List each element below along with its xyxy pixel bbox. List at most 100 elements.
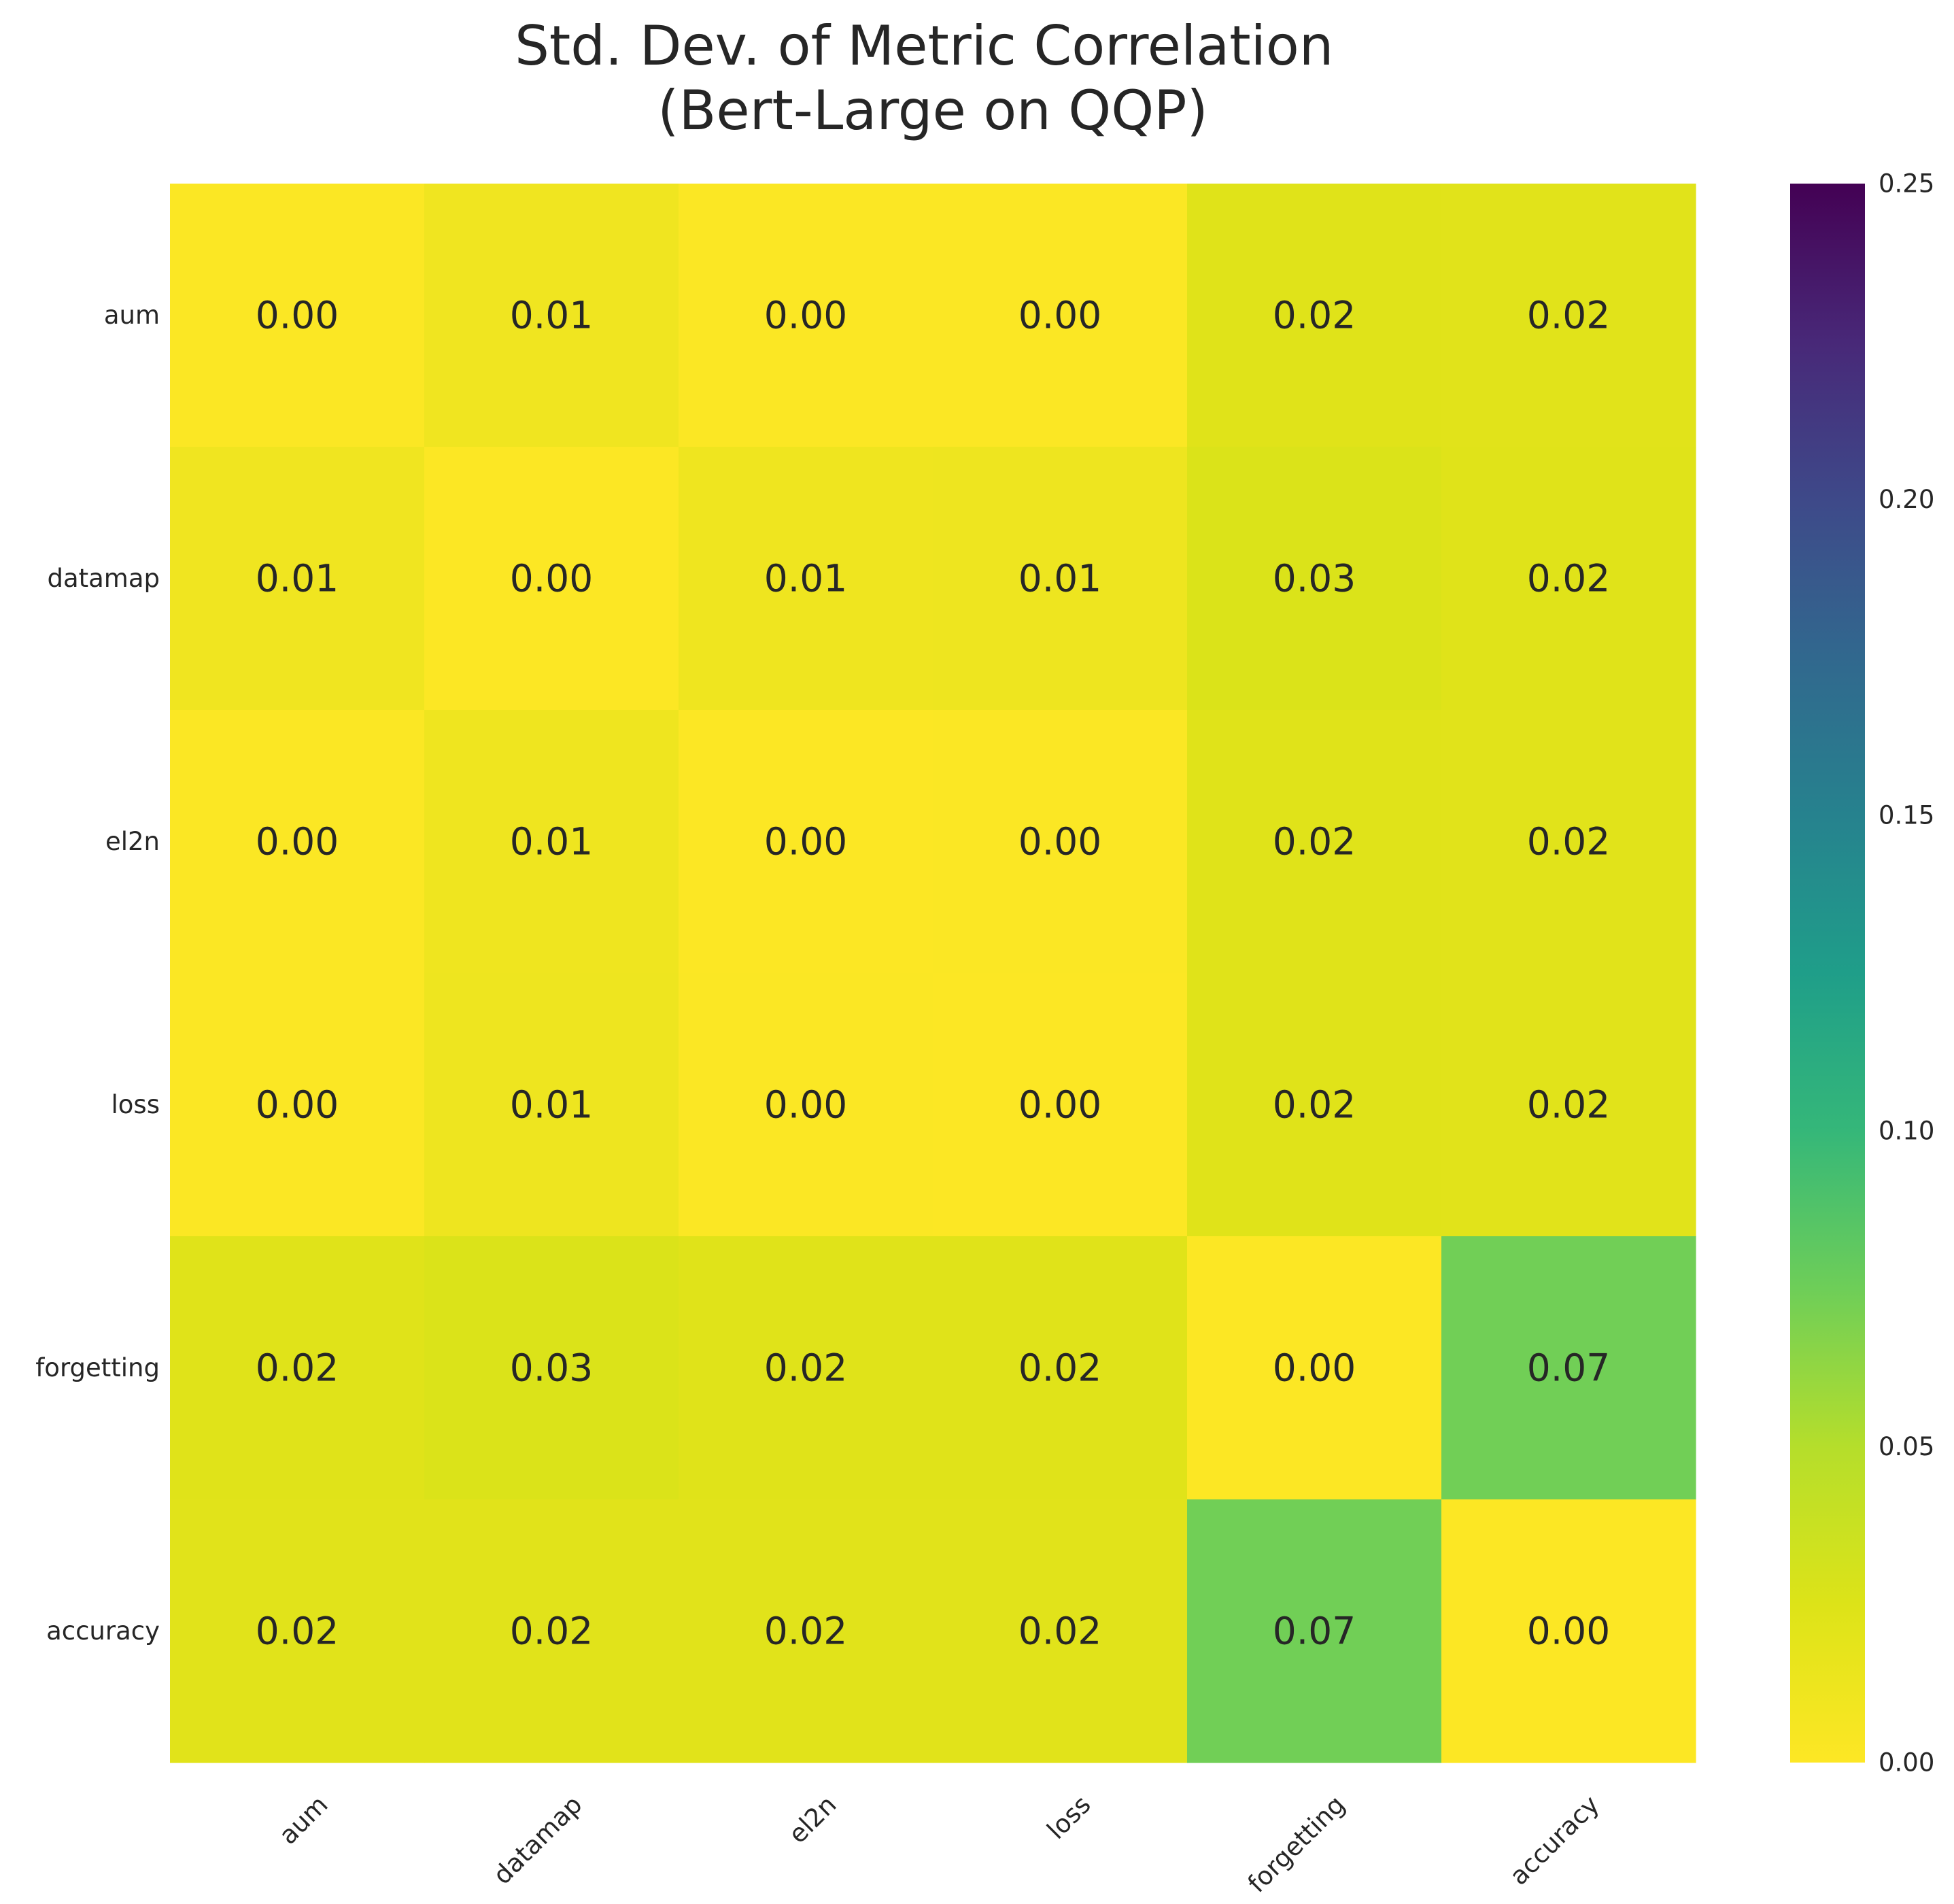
y-axis-tick-labels: aum datamap el2n loss forgetting accuracy	[35, 301, 160, 1646]
heatmap-cell-accuracy-aum	[170, 1499, 425, 1763]
heatmap-annotation-el2n-accuracy: 0.02	[1527, 820, 1610, 864]
heatmap-cell-forgetting-aum	[170, 1236, 425, 1500]
heatmap-cell-accuracy-el2n	[679, 1499, 933, 1763]
x-axis-tick-labels: aum datamap el2n loss forgetting accuracy	[273, 1790, 1605, 1899]
heatmap-annotation-forgetting-loss: 0.02	[1018, 1346, 1101, 1390]
y-tick-label-forgetting: forgetting	[35, 1353, 160, 1382]
heatmap-annotation-aum-aum: 0.00	[256, 294, 339, 337]
heatmap-cell-el2n-el2n	[679, 710, 933, 974]
heatmap-cell-accuracy-accuracy	[1441, 1499, 1696, 1763]
heatmap-annotation-aum-forgetting: 0.02	[1273, 294, 1356, 337]
heatmap-annotations: 0.00 0.01 0.00 0.00 0.02 0.02 0.01 0.00 0.01 0.01…	[256, 294, 1610, 1653]
heatmap-cell-el2n-accuracy	[1441, 710, 1696, 974]
chart-title: Std. Dev. of Metric Correlation (Bert-La…	[515, 14, 1351, 142]
x-tick-label-el2n: el2n	[783, 1790, 842, 1849]
heatmap-cell-aum-forgetting	[1187, 184, 1442, 447]
heatmap-annotation-forgetting-accuracy: 0.07	[1527, 1346, 1610, 1390]
heatmap-cell-forgetting-loss	[933, 1236, 1188, 1500]
heatmap-annotation-loss-accuracy: 0.02	[1527, 1083, 1610, 1127]
heatmap-cell-loss-el2n	[679, 973, 933, 1237]
heatmap-annotation-accuracy-datamap: 0.02	[510, 1610, 593, 1653]
heatmap-cell-el2n-loss	[933, 710, 1188, 974]
heatmap-cell-aum-loss	[933, 184, 1188, 447]
heatmap-annotation-accuracy-loss: 0.02	[1018, 1610, 1101, 1653]
x-tick-label-accuracy: accuracy	[1504, 1790, 1605, 1890]
heatmap-annotation-aum-el2n: 0.00	[764, 294, 847, 337]
heatmap-cell-datamap-datamap	[424, 447, 679, 711]
heatmap-annotation-el2n-loss: 0.00	[1018, 820, 1101, 864]
heatmap-annotation-datamap-loss: 0.01	[1018, 557, 1101, 600]
heatmap-cell-loss-forgetting	[1187, 973, 1442, 1237]
heatmap-cell-aum-el2n	[679, 184, 933, 447]
heatmap-cell-forgetting-el2n	[679, 1236, 933, 1500]
heatmap-annotation-datamap-accuracy: 0.02	[1527, 557, 1610, 600]
heatmap-annotation-loss-forgetting: 0.02	[1273, 1083, 1356, 1127]
heatmap-annotation-accuracy-accuracy: 0.00	[1527, 1610, 1610, 1653]
colorbar-tick-label-3: 0.15	[1879, 800, 1934, 830]
heatmap-annotation-accuracy-el2n: 0.02	[764, 1610, 847, 1653]
heatmap-annotation-el2n-datamap: 0.01	[510, 820, 593, 864]
heatmap-cell-accuracy-datamap	[424, 1499, 679, 1763]
heatmap-annotation-datamap-forgetting: 0.03	[1273, 557, 1356, 600]
heatmap-cell-loss-aum	[170, 973, 425, 1237]
heatmap-cell-datamap-aum	[170, 447, 425, 711]
heatmap-annotation-accuracy-forgetting: 0.07	[1273, 1610, 1356, 1653]
heatmap-cell-loss-loss	[933, 973, 1188, 1237]
heatmap-annotation-forgetting-datamap: 0.03	[510, 1346, 593, 1390]
x-tick-label-aum: aum	[273, 1790, 334, 1850]
x-tick-label-loss: loss	[1042, 1790, 1097, 1845]
y-tick-label-datamap: datamap	[47, 564, 160, 593]
heatmap-annotation-el2n-aum: 0.00	[256, 820, 339, 864]
heatmap-annotation-accuracy-aum: 0.02	[256, 1610, 339, 1653]
heatmap-cell-accuracy-forgetting	[1187, 1499, 1442, 1763]
heatmap-annotation-loss-aum: 0.00	[256, 1083, 339, 1127]
heatmap-annotation-el2n-el2n: 0.00	[764, 820, 847, 864]
heatmap-annotation-datamap-aum: 0.01	[256, 557, 339, 600]
heatmap-annotation-el2n-forgetting: 0.02	[1273, 820, 1356, 864]
heatmap-annotation-aum-loss: 0.00	[1018, 294, 1101, 337]
colorbar-tick-label-0: 0.00	[1879, 1748, 1934, 1778]
y-tick-label-el2n: el2n	[105, 827, 160, 856]
heatmap-annotation-aum-datamap: 0.01	[510, 294, 593, 337]
heatmap-annotation-forgetting-el2n: 0.02	[764, 1346, 847, 1390]
heatmap-cell-forgetting-datamap	[424, 1236, 679, 1500]
heatmap-cell-loss-datamap	[424, 973, 679, 1237]
x-tick-label-forgetting: forgetting	[1242, 1790, 1351, 1899]
x-tick-label-datamap: datamap	[487, 1790, 587, 1890]
colorbar-tick-label-1: 0.05	[1879, 1432, 1934, 1461]
heatmap-cell-datamap-forgetting	[1187, 447, 1442, 711]
heatmap-cell-aum-aum	[170, 184, 425, 447]
chart-title-line-1: Std. Dev. of Metric Correlation	[515, 14, 1333, 78]
heatmap-cell-accuracy-loss	[933, 1499, 1188, 1763]
heatmap-annotation-loss-loss: 0.00	[1018, 1083, 1101, 1127]
heatmap-cell-datamap-accuracy	[1441, 447, 1696, 711]
heatmap-annotation-aum-accuracy: 0.02	[1527, 294, 1610, 337]
heatmap-cell-loss-accuracy	[1441, 973, 1696, 1237]
colorbar-tick-label-4: 0.20	[1879, 485, 1934, 514]
heatmap-cell-datamap-el2n	[679, 447, 933, 711]
heatmap-cell-aum-accuracy	[1441, 184, 1696, 447]
heatmap-cell-aum-datamap	[424, 184, 679, 447]
heatmap-annotation-forgetting-aum: 0.02	[256, 1346, 339, 1390]
heatmap-cell-el2n-aum	[170, 710, 425, 974]
y-tick-label-aum: aum	[104, 301, 160, 330]
heatmap-cells	[170, 184, 1696, 1763]
heatmap-cell-datamap-loss	[933, 447, 1188, 711]
y-tick-label-loss: loss	[112, 1090, 160, 1119]
heatmap-annotation-datamap-el2n: 0.01	[764, 557, 847, 600]
heatmap-annotation-datamap-datamap: 0.00	[510, 557, 593, 600]
colorbar-tick-labels: 0.00 0.05 0.10 0.15 0.20 0.25	[1879, 169, 1934, 1778]
colorbar-tick-label-2: 0.10	[1879, 1117, 1934, 1146]
heatmap-cell-forgetting-accuracy	[1441, 1236, 1696, 1500]
heatmap-cell-forgetting-forgetting	[1187, 1236, 1442, 1500]
colorbar-tick-label-5: 0.25	[1879, 169, 1934, 199]
heatmap-cell-el2n-forgetting	[1187, 710, 1442, 974]
heatmap-annotation-loss-el2n: 0.00	[764, 1083, 847, 1127]
chart-title-line-2: (Bert-Large on QQP)	[657, 79, 1207, 142]
heatmap-cell-el2n-datamap	[424, 710, 679, 974]
colorbar	[1790, 184, 1865, 1763]
y-tick-label-accuracy: accuracy	[46, 1616, 160, 1646]
heatmap-annotation-loss-datamap: 0.01	[510, 1083, 593, 1127]
heatmap-annotation-forgetting-forgetting: 0.00	[1273, 1346, 1356, 1390]
